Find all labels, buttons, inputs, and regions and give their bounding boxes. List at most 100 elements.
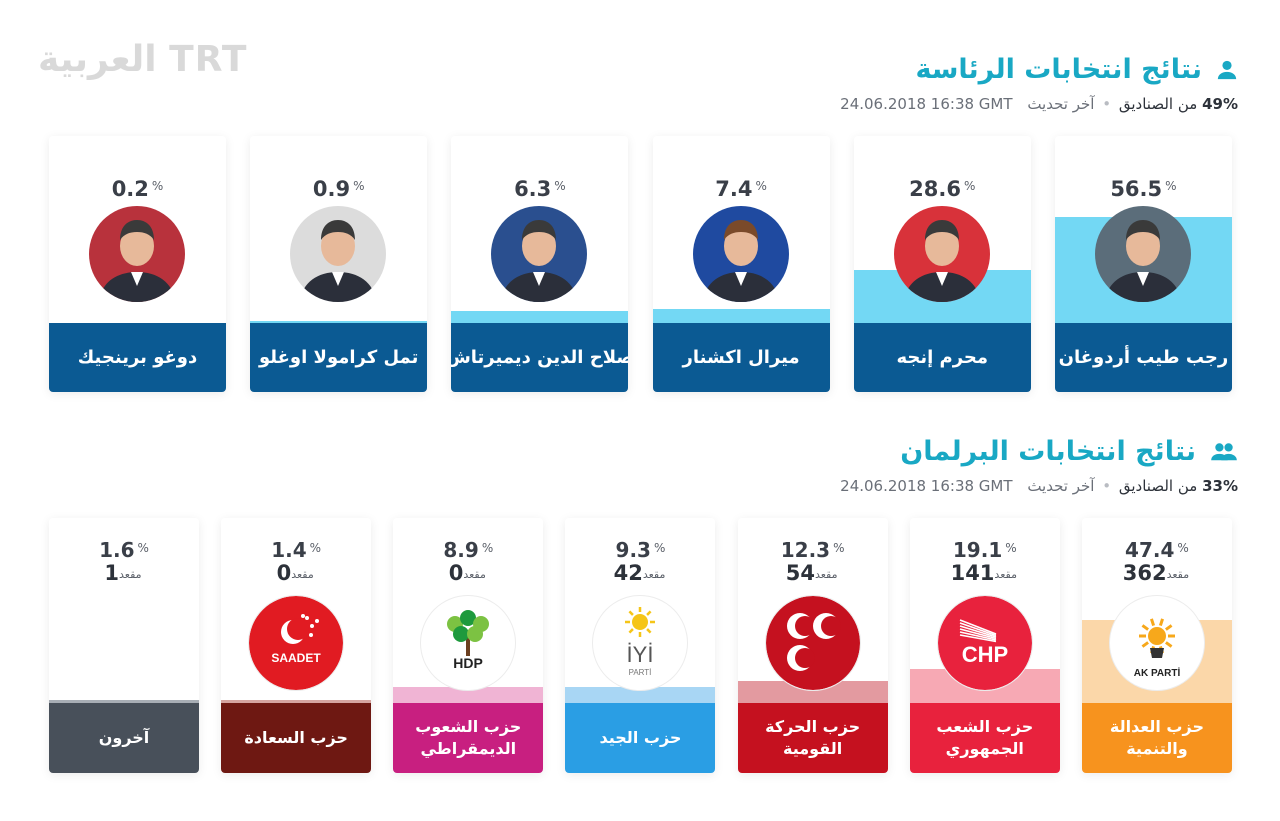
percent-symbol: % — [1165, 179, 1177, 193]
parliament-timestamp: 24.06.2018 16:38 GMT — [840, 477, 1013, 495]
percent-symbol: % — [1005, 541, 1017, 555]
candidate-name: تمل كرامولا اوغلو — [250, 323, 428, 392]
party-logo: İYİ PARTİ — [593, 596, 688, 690]
candidate-card[interactable]: 28.6% محرم إنجه — [853, 136, 1031, 392]
president-timestamp: 24.06.2018 16:38 GMT — [840, 95, 1013, 113]
percent-symbol: % — [309, 541, 322, 555]
percent-symbol: % — [137, 541, 149, 555]
party-logo: SAADET — [249, 596, 344, 690]
seats-label: مقعد — [814, 568, 838, 581]
party-seats: مقعد0 — [393, 560, 543, 588]
president-counted-percent: 49% — [1202, 95, 1238, 113]
party-name: حزب العدالة والتنمية — [1081, 703, 1232, 773]
candidate-card[interactable]: 6.3% صلاح الدين ديميرتاش — [451, 136, 629, 392]
candidate-percent: 28.6% — [909, 177, 976, 201]
candidate-card[interactable]: 56.5% رجب طيب أردوغان — [1054, 136, 1232, 392]
parties-row: 47.4% مقعد362 AK PARTİ حزب العدالة والتنمية… — [49, 518, 1232, 773]
seats-label: مقعد — [642, 568, 666, 581]
party-card[interactable]: 8.9% مقعد0 HDP حزب الشعوب الديمقراطي — [393, 518, 544, 773]
party-name: حزب السعادة — [221, 703, 372, 773]
party-logo — [765, 596, 860, 690]
iyi-logo-text: İYİ — [627, 642, 654, 667]
percent-symbol: % — [151, 179, 164, 193]
party-percent: 1.4% — [271, 538, 322, 562]
person-icon — [1217, 60, 1237, 80]
percent-symbol: % — [481, 541, 494, 555]
candidate-name: رجب طيب أردوغان — [1054, 323, 1232, 392]
party-seats: مقعد1 — [49, 560, 199, 588]
party-name: حزب الشعوب الديمقراطي — [393, 703, 544, 773]
party-card[interactable]: 19.1% مقعد141 CHP حزب الشعب الجمهوري — [909, 518, 1060, 773]
percent-symbol: % — [833, 541, 845, 555]
percent-symbol: % — [554, 179, 566, 193]
party-percent: 1.6% — [99, 538, 149, 562]
candidate-photo — [290, 206, 387, 302]
party-seats: مقعد141 — [910, 560, 1060, 588]
party-card[interactable]: 12.3% مقعد54 حزب الحركة القومية — [737, 518, 888, 773]
hdp-logo-icon: HDP — [447, 610, 490, 671]
candidate-name: صلاح الدين ديميرتاش — [451, 323, 629, 392]
candidate-photo — [89, 206, 185, 302]
party-result-fill — [49, 700, 199, 703]
seats-count: 54 — [785, 561, 815, 585]
candidate-percent: 0.9% — [312, 177, 365, 201]
percent-symbol: % — [755, 179, 767, 193]
candidate-percent: 0.2% — [111, 177, 164, 201]
parliament-ballots-label: من الصناديق — [1118, 477, 1198, 495]
party-percent: 47.4% — [1125, 538, 1189, 562]
parliament-title: نتائج انتخابات البرلمان — [900, 436, 1196, 467]
candidate-photo — [1094, 206, 1191, 302]
saadet-logo-icon: SAADET — [249, 596, 344, 690]
hdp-logo-text: HDP — [454, 655, 484, 671]
candidate-percent: 7.4% — [715, 177, 767, 201]
party-percent: 8.9% — [443, 538, 494, 562]
trt-arabi-logo: العربية TRT — [38, 39, 248, 80]
candidate-card[interactable]: 0.2% دوغو برينجيك — [49, 136, 226, 392]
akp-logo-text: AK PARTİ — [1134, 666, 1181, 679]
chp-logo-icon: CHP — [937, 596, 1032, 690]
candidate-result-fill — [451, 311, 629, 323]
party-logo: AK PARTİ — [1109, 596, 1204, 690]
candidate-card[interactable]: 7.4% ميرال اكشنار — [652, 136, 830, 392]
party-seats: مقعد0 — [221, 560, 371, 588]
party-card[interactable]: 9.3% مقعد42 İYİ PARTİ حزب الجيد — [565, 518, 716, 773]
seats-label: مقعد — [994, 568, 1017, 581]
parliament-section-header: نتائج انتخابات البرلمان 33% من الصناديق … — [840, 434, 1238, 496]
party-name: حزب الجيد — [565, 703, 716, 773]
candidate-name: محرم إنجه — [853, 323, 1031, 392]
party-percent: 12.3% — [780, 538, 845, 562]
candidate-photo — [692, 206, 789, 302]
seats-count: 0 — [448, 561, 464, 585]
party-card[interactable]: 47.4% مقعد362 AK PARTİ حزب العدالة والتنمية — [1081, 518, 1232, 773]
group-icon — [1211, 443, 1237, 461]
candidate-percent: 56.5% — [1110, 177, 1177, 201]
percent-symbol: % — [653, 541, 666, 555]
president-title: نتائج انتخابات الرئاسة — [915, 54, 1202, 85]
candidate-result-fill — [250, 321, 428, 323]
party-seats: مقعد42 — [565, 560, 715, 588]
party-seats: مقعد362 — [1082, 560, 1232, 588]
party-card[interactable]: 1.6% مقعد1 آخرون — [49, 518, 199, 773]
party-card[interactable]: 1.4% مقعد0 SAADET حزب السعادة — [221, 518, 372, 773]
candidate-percent: 6.3% — [514, 177, 566, 201]
party-result-fill — [221, 700, 372, 703]
party-result-fill — [393, 687, 544, 703]
seats-label: مقعد — [119, 568, 142, 581]
president-section-header: نتائج انتخابات الرئاسة 49% من الصناديق •… — [840, 52, 1238, 114]
candidate-name: دوغو برينجيك — [49, 323, 226, 392]
parliament-meta: 33% من الصناديق • آخر تحديث 24.06.2018 1… — [840, 477, 1238, 495]
party-result-fill — [565, 687, 716, 703]
candidate-card[interactable]: 0.9% تمل كرامولا اوغلو — [250, 136, 428, 392]
seats-label: مقعد — [291, 568, 314, 581]
candidate-photo — [893, 206, 990, 302]
party-logo: HDP — [421, 596, 516, 690]
candidates-row: 56.5% رجب طيب أردوغان 28.6% محرم إنجه 7.4% مي… — [49, 136, 1232, 392]
saadet-logo-text: SAADET — [271, 651, 321, 665]
party-percent: 9.3% — [615, 538, 666, 562]
president-updated-label: آخر تحديث — [1027, 95, 1095, 113]
mhp-logo-icon — [765, 596, 860, 690]
candidate-photo — [491, 206, 588, 302]
chp-logo-text: CHP — [962, 642, 1008, 667]
seats-label: مقعد — [463, 568, 486, 581]
